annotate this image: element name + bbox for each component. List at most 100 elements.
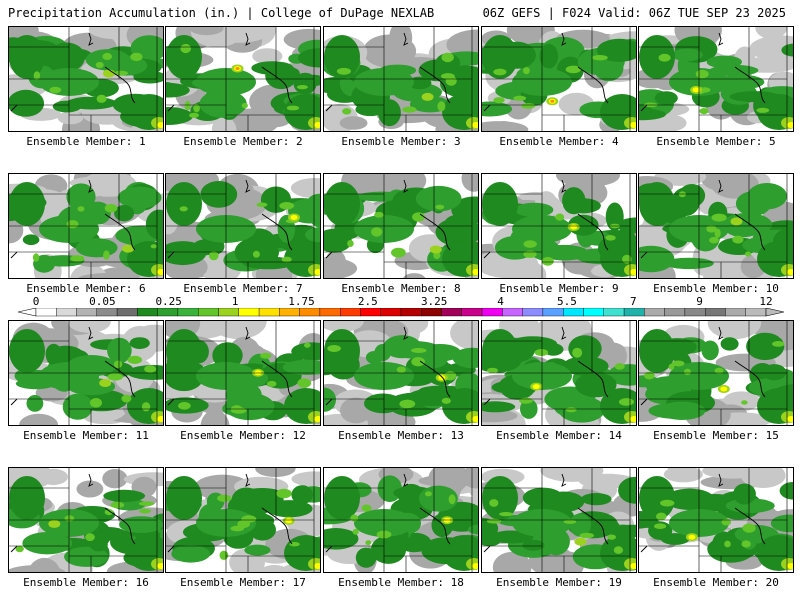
ensemble-member-panel: Ensemble Member: 13 (323, 320, 479, 444)
precip-moderate-area (166, 476, 320, 571)
colorbar-swatch (116, 308, 138, 317)
state-boundaries (166, 321, 315, 425)
colorbar-swatch (684, 308, 706, 317)
valid-time-label: 06Z GEFS | F024 Valid: 06Z TUE SEP 23 20… (482, 6, 786, 20)
colorbar-tick-label: 0.25 (155, 295, 182, 308)
colorbar-tick-label: 4 (497, 295, 504, 308)
colorbar-swatch (340, 308, 361, 317)
state-boundaries (324, 27, 473, 131)
ensemble-member-panel: Ensemble Member: 10 (638, 173, 794, 297)
precip-map (638, 467, 794, 573)
state-boundaries (9, 27, 158, 131)
ensemble-member-label: Ensemble Member: 7 (183, 282, 303, 295)
colorbar-swatch (583, 308, 604, 317)
ensemble-member-panel: Ensemble Member: 15 (638, 320, 794, 444)
colorbar-tick-label: 12 (759, 295, 773, 308)
precip-map-svg (482, 468, 636, 572)
ensemble-member-panel: Ensemble Member: 16 (8, 467, 164, 591)
colorbar-swatch (157, 308, 179, 317)
precip-map-svg (9, 468, 163, 572)
ensemble-member-panel: Ensemble Member: 11 (8, 320, 164, 444)
colorbar-swatch (481, 308, 503, 317)
ensemble-member-panel: Ensemble Member: 9 (481, 173, 637, 297)
precip-moderate-area (9, 329, 163, 424)
colorbar-tick-label: 7 (629, 295, 637, 308)
ensemble-member-panel: Ensemble Member: 1 (8, 26, 164, 150)
precip-map-svg (166, 27, 320, 131)
precip-heavy-area (179, 202, 320, 276)
colorbar: 0 0.05 0.25 1 1.75 2.5 3.25 4 5.5 7 9 12 (0, 295, 800, 321)
ensemble-member-panel: Ensemble Member: 17 (165, 467, 321, 591)
precip-heavy-area (336, 52, 478, 129)
colorbar-tick-label: 1 (231, 295, 239, 308)
colorbar-tick-label: 3.25 (420, 295, 448, 308)
precip-map (481, 320, 637, 426)
colorbar-swatch (238, 308, 260, 317)
colorbar-swatch (218, 308, 239, 317)
precip-map-svg (482, 321, 636, 425)
precip-map (481, 173, 637, 279)
colorbar-swatch (96, 308, 118, 317)
colorbar-max-arrow (765, 308, 785, 317)
colorbar-swatch (299, 308, 321, 317)
precip-map (165, 173, 321, 279)
ensemble-member-panel: Ensemble Member: 7 (165, 173, 321, 297)
precip-map (638, 320, 794, 426)
ensemble-member-label: Ensemble Member: 16 (23, 576, 149, 589)
ensemble-member-panel: Ensemble Member: 6 (8, 173, 164, 297)
precip-map-svg (639, 321, 793, 425)
ensemble-member-label: Ensemble Member: 5 (656, 135, 776, 148)
ensemble-member-label: Ensemble Member: 10 (653, 282, 779, 295)
ensemble-member-label: Ensemble Member: 8 (341, 282, 461, 295)
colorbar-swatch (421, 308, 442, 317)
precip-map-svg (639, 174, 793, 278)
ensemble-member-panel: Ensemble Member: 3 (323, 26, 479, 150)
precip-map-svg (639, 27, 793, 131)
precip-map (638, 26, 794, 132)
state-boundaries (482, 27, 631, 131)
ensemble-member-panel: Ensemble Member: 14 (481, 320, 637, 444)
state-boundaries (482, 174, 631, 278)
precip-heavy-area (347, 204, 478, 276)
colorbar-swatch (542, 308, 564, 317)
precip-map-svg (324, 321, 478, 425)
state-boundaries (9, 321, 158, 425)
precip-moderate-area (9, 476, 163, 571)
ensemble-member-panel: Ensemble Member: 2 (165, 26, 321, 150)
precip-map-svg (482, 27, 636, 131)
ensemble-member-panel: Ensemble Member: 19 (481, 467, 637, 591)
colorbar-swatch (177, 308, 199, 317)
colorbar-swatch (35, 308, 57, 317)
precip-moderate-area (324, 329, 478, 424)
precip-map-svg (324, 468, 478, 572)
precip-map (323, 173, 479, 279)
precip-map-svg (324, 27, 478, 131)
colorbar-tick-label: 9 (696, 295, 703, 308)
colorbar-swatch (623, 308, 645, 317)
ensemble-member-panel: Ensemble Member: 20 (638, 467, 794, 591)
precip-heavy-area (678, 191, 793, 276)
precip-heavy-area (493, 55, 636, 129)
colorbar-swatch (664, 308, 686, 317)
precip-heavy-area (178, 342, 320, 423)
precip-heavy-area (180, 43, 320, 129)
precip-map (8, 26, 164, 132)
ensemble-member-label: Ensemble Member: 15 (653, 429, 779, 442)
chart-title: Precipitation Accumulation (in.) | Colle… (8, 6, 435, 20)
colorbar-swatch (725, 308, 746, 317)
state-boundaries (9, 468, 158, 572)
colorbar-swatch (279, 308, 300, 317)
precip-moderate-area (639, 182, 793, 277)
precip-map-svg (639, 468, 793, 572)
colorbar-bar (17, 308, 785, 317)
ensemble-member-label: Ensemble Member: 18 (338, 576, 464, 589)
state-boundaries (482, 468, 631, 572)
colorbar-swatch (137, 308, 158, 317)
state-boundaries (166, 468, 315, 572)
state-boundaries (639, 174, 788, 278)
ensemble-member-label: Ensemble Member: 4 (499, 135, 619, 148)
precip-map-svg (482, 174, 636, 278)
precip-map-svg (166, 468, 320, 572)
colorbar-swatch (400, 308, 422, 317)
ensemble-member-label: Ensemble Member: 12 (180, 429, 306, 442)
